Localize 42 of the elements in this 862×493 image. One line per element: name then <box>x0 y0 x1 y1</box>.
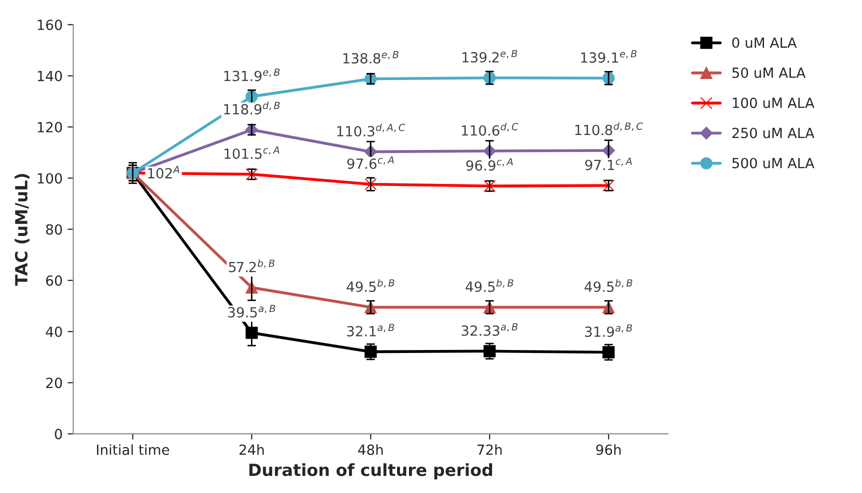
x-tick-label: 24h <box>239 444 264 455</box>
legend-label: 100 uM ALA <box>732 98 814 108</box>
legend-label: 250 uM ALA <box>732 128 814 138</box>
data-label: 118.9$^{d,B}$ <box>224 102 280 114</box>
data-label: 139.1$^{e,B}$ <box>581 50 637 63</box>
y-tick-label: 20 <box>46 378 62 388</box>
y-tick-label: 140 <box>38 70 62 82</box>
data-label: 31.9$^{a,B}$ <box>585 324 632 337</box>
data-label: 97.6$^{c,A}$ <box>347 156 394 169</box>
x-axis-title: Duration of culture period <box>249 463 492 480</box>
x-tick-label: 96h <box>596 444 621 456</box>
data-label: 139.2$^{e,B}$ <box>462 50 518 63</box>
legend-label: 500 uM ALA <box>732 158 814 168</box>
y-tick-label: 60 <box>46 275 62 286</box>
y-tick-label: 40 <box>46 326 62 338</box>
data-label: 97.1$^{c,A}$ <box>585 158 632 170</box>
y-tick-label: 120 <box>38 122 62 132</box>
x-tick-label: 72h <box>478 444 502 455</box>
x-tick-label: 48h <box>358 444 383 456</box>
y-tick-label: 80 <box>46 224 62 235</box>
data-label: 110.8$^{d,B,C}$ <box>575 122 643 136</box>
data-label: 138.8$^{e,B}$ <box>343 50 398 64</box>
data-label: 131.9$^{e,B}$ <box>224 68 280 82</box>
data-label: 101.5$^{c,A}$ <box>224 146 280 159</box>
data-label: 39.5$^{a,B}$ <box>228 304 276 318</box>
data-label: 110.6$^{d,C}$ <box>462 122 518 136</box>
data-label: 110.3$^{d,A,C}$ <box>337 124 406 136</box>
x-tick-label: Initial time <box>97 444 170 456</box>
legend-label: 50 uM ALA <box>732 68 806 78</box>
data-label: 102$^{A}$ <box>148 166 180 179</box>
data-label: 49.5$^{b,B}$ <box>584 279 632 292</box>
data-label: 32.33$^{a,B}$ <box>462 323 518 336</box>
data-label: 96.9$^{c,A}$ <box>466 158 513 171</box>
data-label: 57.2$^{b,B}$ <box>229 259 274 272</box>
data-label: 49.5$^{b,B}$ <box>466 279 514 292</box>
y-axis-title: TAC (uM/uL) <box>14 174 30 286</box>
data-label: 49.5$^{b,B}$ <box>346 279 394 292</box>
y-tick-label: 0 <box>54 428 62 440</box>
data-label: 32.1$^{a,B}$ <box>347 324 394 336</box>
legend-label: 0 uM ALA <box>732 37 797 48</box>
y-tick-label: 100 <box>38 173 62 184</box>
y-tick-label: 160 <box>38 20 62 30</box>
